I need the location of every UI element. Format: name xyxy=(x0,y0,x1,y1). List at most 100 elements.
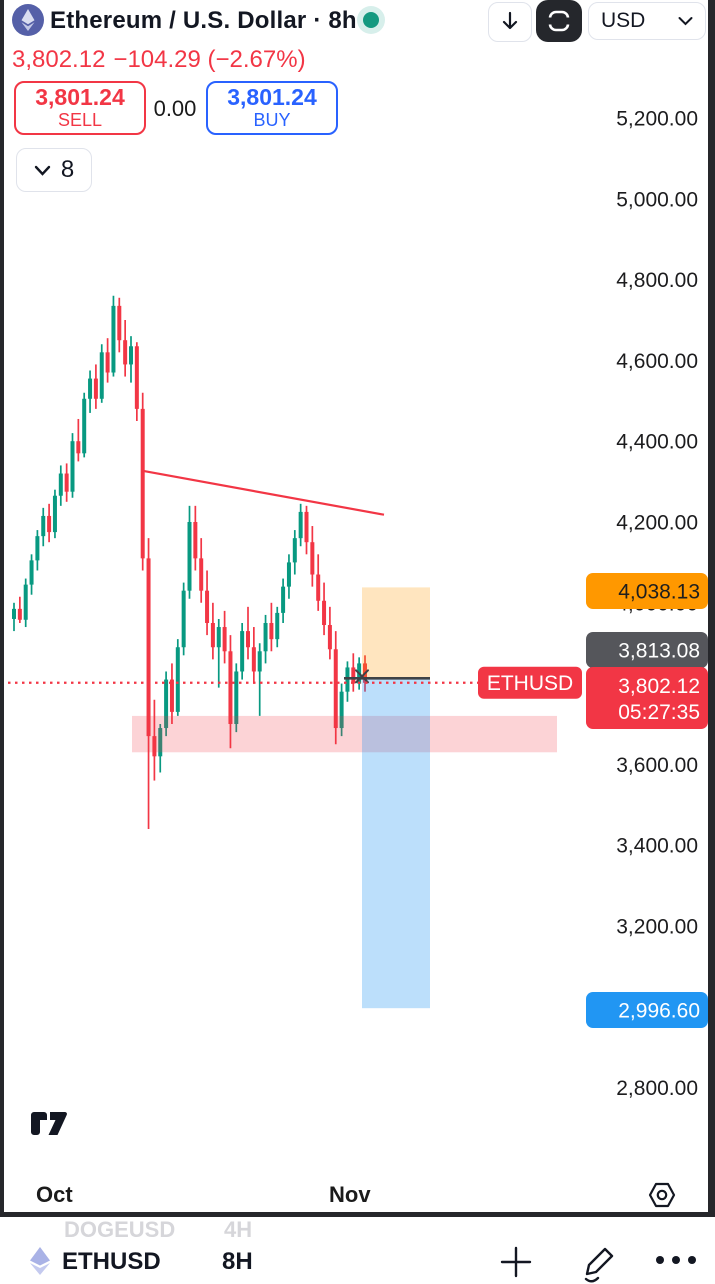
download-button[interactable] xyxy=(488,2,532,42)
symbol-price-label xyxy=(478,666,582,699)
candle-body xyxy=(164,679,169,729)
candle-body xyxy=(292,538,297,563)
target-price-value: 2,996.60 xyxy=(618,1000,700,1023)
last-price-badge xyxy=(586,667,708,729)
candle-body xyxy=(187,522,192,591)
time-axis-label: Nov xyxy=(329,1182,371,1207)
price-axis-label: 5,000.00 xyxy=(616,188,698,211)
candle-body xyxy=(29,560,34,585)
eth-symbol-icon xyxy=(30,1247,50,1275)
last-price-countdown: 05:27:35 xyxy=(618,701,700,724)
candle-body xyxy=(298,511,303,539)
candle-body xyxy=(222,627,227,652)
last-price: 3,802.12 xyxy=(12,46,106,73)
price-axis-label: 5,200.00 xyxy=(616,108,698,131)
candle-body xyxy=(35,536,40,561)
candle-body xyxy=(199,558,204,591)
candle-body xyxy=(17,608,22,620)
draw-pen-button[interactable] xyxy=(578,1244,618,1284)
candle-body xyxy=(88,378,93,399)
target-price-badge xyxy=(586,992,708,1028)
candle-body xyxy=(316,574,321,601)
candle-body xyxy=(52,495,57,533)
candle-body xyxy=(286,562,291,587)
candle-body xyxy=(351,667,356,684)
candle-body xyxy=(205,590,210,623)
price-axis-label: 4,800.00 xyxy=(616,269,698,292)
support-zone-drawing xyxy=(132,715,557,753)
spread-value: 0.00 xyxy=(153,96,197,121)
quote-line: 3,802.12 −104.29 (−2.67%) xyxy=(12,46,314,74)
candle-body xyxy=(339,691,344,729)
candle-body xyxy=(158,728,163,757)
candle-body xyxy=(134,346,139,409)
candle-body xyxy=(327,625,332,650)
market-open-dot-icon xyxy=(357,6,385,34)
candle-body xyxy=(70,441,75,492)
candle-body xyxy=(251,647,256,672)
candle-body xyxy=(41,515,46,537)
candle-body xyxy=(246,631,250,648)
active-symbol: ETHUSD xyxy=(62,1248,161,1275)
currency-value: USD xyxy=(601,9,646,32)
buy-button[interactable]: 3,801.24 BUY xyxy=(206,81,338,135)
candle-body xyxy=(93,378,98,399)
candle-body xyxy=(281,586,286,613)
position-stop-box xyxy=(362,587,430,679)
fullscreen-frame-icon xyxy=(546,10,572,32)
settings-gear-icon[interactable] xyxy=(647,1181,677,1209)
candle-body xyxy=(228,651,233,724)
candle-body xyxy=(216,627,221,648)
trendline-drawing xyxy=(141,469,385,516)
buy-price: 3,801.24 xyxy=(227,84,317,111)
add-button[interactable] xyxy=(500,1246,532,1278)
sell-button[interactable]: 3,801.24 SELL xyxy=(14,81,146,135)
faded-symbol: DOGEUSD xyxy=(64,1217,176,1242)
price-chart[interactable]: 5,200.00 5,000.00 4,800.00 4,600.00 4,400.00… xyxy=(4,0,708,1212)
candle-body xyxy=(146,558,151,737)
drawings-dropdown[interactable]: 8 xyxy=(16,148,92,192)
active-timeframe: 8H xyxy=(222,1248,253,1275)
download-arrow-icon xyxy=(502,11,518,30)
chevron-down-icon xyxy=(678,17,693,26)
chart-frame: 5,200.00 5,000.00 4,800.00 4,600.00 4,400.00… xyxy=(0,0,715,1217)
candle-body xyxy=(240,631,245,672)
candle-body xyxy=(140,408,145,559)
price-axis-label: 4,200.00 xyxy=(616,512,698,535)
stop-price-badge xyxy=(586,573,708,609)
candle-body xyxy=(304,511,309,543)
entry-price-value: 3,813.08 xyxy=(618,640,700,663)
buy-label: BUY xyxy=(253,109,291,130)
screenshot-button[interactable] xyxy=(536,0,582,42)
candle-body xyxy=(152,736,157,757)
currency-select[interactable]: USD xyxy=(588,2,706,40)
watchlist-item-faded[interactable]: DOGEUSD xyxy=(64,1217,175,1243)
position-drag-handle xyxy=(355,669,369,684)
candle-body xyxy=(169,679,174,712)
candle-body xyxy=(175,647,180,712)
symbol-price-label-text: ETHUSD xyxy=(487,672,573,695)
candle-body xyxy=(193,522,198,559)
candle-body xyxy=(47,515,52,533)
candle-body xyxy=(123,340,128,365)
candle-body xyxy=(310,542,315,575)
more-options-button[interactable] xyxy=(652,1254,700,1266)
symbol-title: Ethereum / U.S. Dollar · 8h xyxy=(50,7,357,34)
candle-body xyxy=(12,608,16,619)
sell-price: 3,801.24 xyxy=(35,84,125,111)
ethereum-logo-icon xyxy=(12,4,44,36)
price-axis-label: 2,800.00 xyxy=(616,1077,698,1100)
candle-body xyxy=(117,305,122,341)
last-price-value: 3,802.12 xyxy=(618,675,700,698)
candle-body xyxy=(333,649,338,729)
candle-body xyxy=(76,441,81,454)
faded-timeframe: 4H xyxy=(224,1217,253,1242)
candle-body xyxy=(234,671,239,724)
tradingview-logo xyxy=(31,1112,67,1135)
chevron-down-icon xyxy=(34,165,51,176)
candle-body xyxy=(269,623,274,640)
stop-price-value: 4,038.13 xyxy=(618,581,700,604)
watchlist-item-active[interactable]: ETHUSD 8H xyxy=(0,1244,715,1283)
price-axis-label: 3,600.00 xyxy=(616,754,698,777)
